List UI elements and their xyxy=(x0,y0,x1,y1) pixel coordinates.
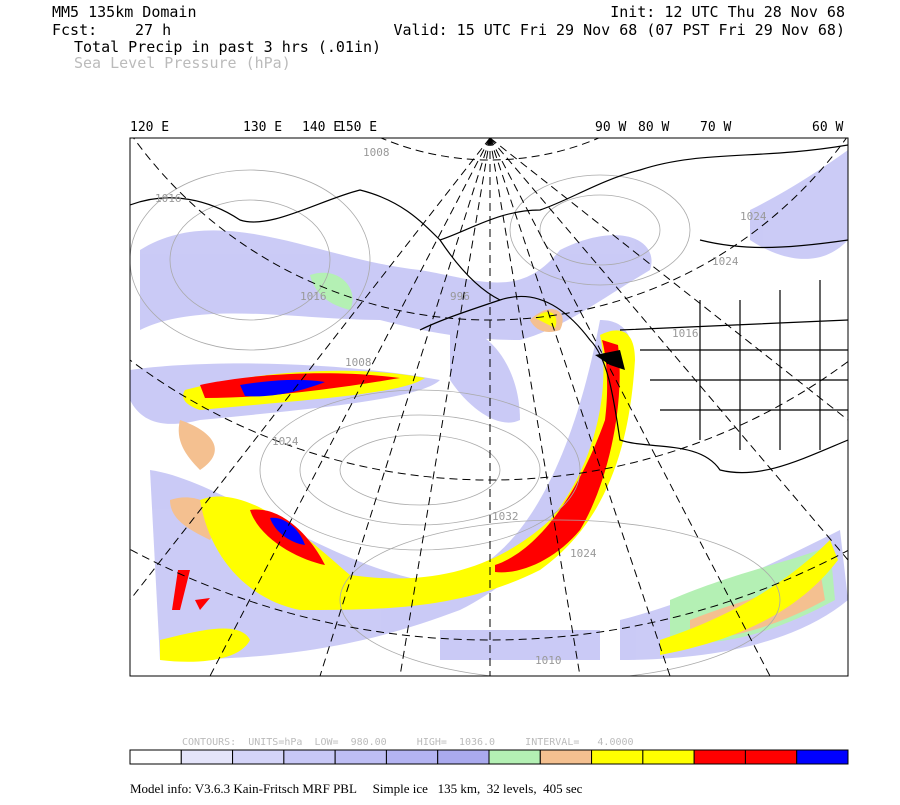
domain: MM5 135km Domain xyxy=(52,3,197,21)
contour-label: 1010 xyxy=(535,654,562,667)
lon-label: 120 E xyxy=(130,120,169,135)
lon-label: 80 W xyxy=(638,120,669,135)
colorbar-swatch xyxy=(744,749,798,765)
fcst: 27 h xyxy=(135,21,171,39)
map xyxy=(130,138,848,676)
colorbar-swatch xyxy=(334,749,387,765)
contour-label: 996 xyxy=(450,290,470,303)
init: Init: 12 UTC Thu 28 Nov 68 xyxy=(610,3,845,21)
valid: Valid: 15 UTC Fri 29 Nov 68 (07 PST Fri … xyxy=(393,21,845,39)
colorbar-swatch xyxy=(232,749,285,765)
lon-label: 130 E xyxy=(243,120,282,135)
contour-label: 1008 xyxy=(363,146,390,159)
contour-label: 1016 xyxy=(672,327,699,340)
contour-label: 1024 xyxy=(712,255,739,268)
longitude-labels: 120 E 130 E 140 E 150 E 90 W 80 W 70 W 6… xyxy=(130,120,843,135)
colorbar-swatch xyxy=(539,749,593,765)
colorbar-swatch xyxy=(796,749,849,765)
lon-label: 140 E xyxy=(302,120,341,135)
colorbar-swatch xyxy=(591,749,644,765)
colorbar-swatch xyxy=(437,749,490,765)
contour-label: 1024 xyxy=(740,210,767,223)
contour-labels: 1008 1016 996 1024 1008 1024 1032 1024 1… xyxy=(155,146,767,667)
model-info: Model info: V3.6.3 Kain-Fritsch MRF PBL … xyxy=(130,781,583,796)
colorbar-swatch xyxy=(180,749,234,765)
colorbar-swatch xyxy=(693,749,746,765)
colorbar-swatch xyxy=(488,749,541,765)
colorbar-swatch xyxy=(385,749,439,765)
map-frame xyxy=(129,137,849,677)
colorbar-swatch xyxy=(642,749,695,765)
contours-info: CONTOURS: UNITS=hPa LOW= 980.00 HIGH= 10… xyxy=(182,737,634,748)
contour-label: 1024 xyxy=(272,435,299,448)
field-primary: Total Precip in past 3 hrs (.01in) xyxy=(74,38,381,56)
lon-label: 60 W xyxy=(812,120,843,135)
contour-label: 1008 xyxy=(345,356,372,369)
contour-label: 1024 xyxy=(570,547,597,560)
contour-label: 1016 xyxy=(300,290,327,303)
colorbar-swatch xyxy=(129,749,182,765)
fcst-label: Fcst: xyxy=(52,21,97,39)
contour-label: 1032 xyxy=(492,510,519,523)
lon-label: 70 W xyxy=(700,120,731,135)
lon-label: 90 W xyxy=(595,120,626,135)
lon-label: 150 E xyxy=(338,120,377,135)
contour-label: 1016 xyxy=(155,192,182,205)
field-secondary: Sea Level Pressure (hPa) xyxy=(74,54,291,72)
colorbar-swatch xyxy=(283,749,336,765)
colorbar xyxy=(129,749,849,765)
